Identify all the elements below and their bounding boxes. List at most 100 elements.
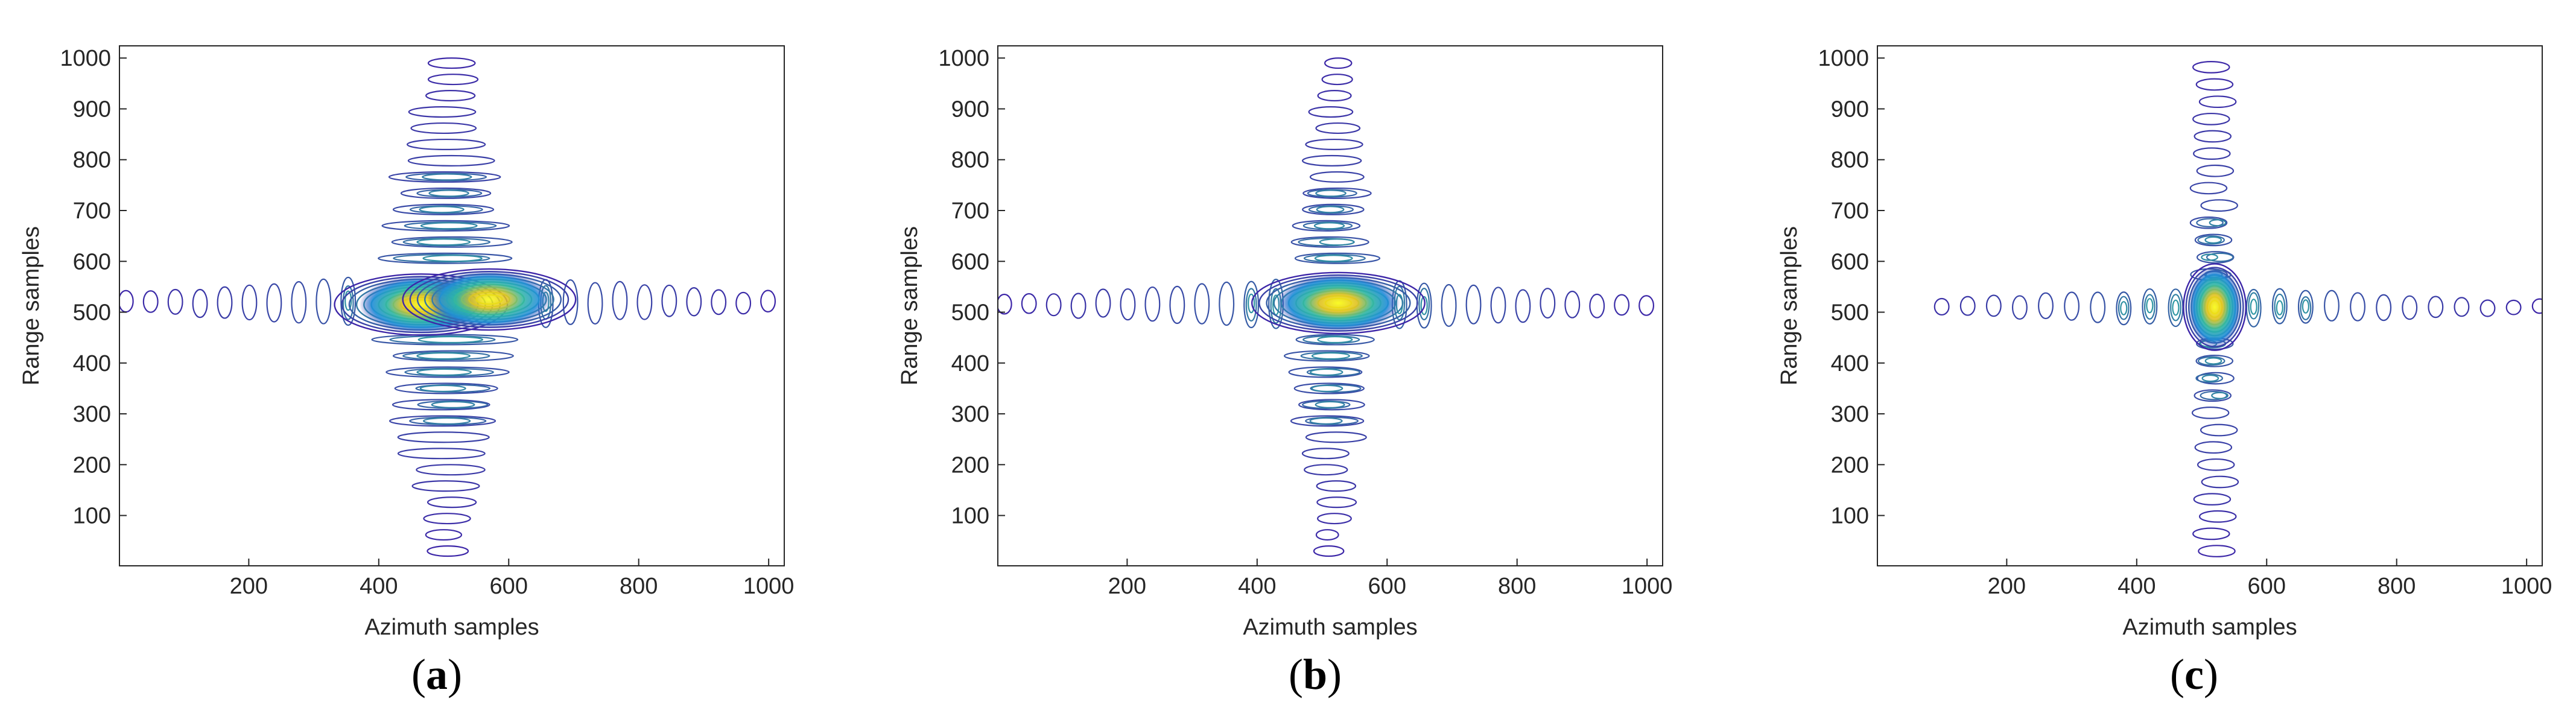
panel-a-label: (a) xyxy=(411,650,462,699)
contour-line-azimuth xyxy=(142,290,159,313)
contour-line-azimuth xyxy=(1021,293,1037,314)
contour-line-range xyxy=(1313,545,1345,557)
peak-core xyxy=(1277,274,1400,332)
x-tick-label: 1000 xyxy=(1622,574,1673,599)
contour-line-azimuth xyxy=(1420,296,1428,315)
y-tick-label: 400 xyxy=(73,351,111,376)
contour-line-azimuth xyxy=(1243,280,1260,329)
contour-line-azimuth xyxy=(612,280,628,320)
contour-line-azimuth xyxy=(1934,297,1950,316)
contour-line-range xyxy=(423,417,471,425)
contour-line-azimuth xyxy=(636,284,653,320)
contour-line-range xyxy=(1315,529,1339,541)
contour-line-range xyxy=(1309,417,1343,425)
contour-line-range xyxy=(1306,367,1360,377)
contour-line-range xyxy=(385,366,510,378)
contour-line-range xyxy=(1321,74,1353,86)
contour-line-range xyxy=(1301,154,1362,166)
contour-line-azimuth xyxy=(2116,291,2132,326)
contour-line-azimuth xyxy=(2172,299,2180,316)
contour-line-range xyxy=(425,90,476,102)
contour-line-azimuth xyxy=(2350,292,2366,322)
contour-line-range xyxy=(1311,384,1344,393)
contour-line-range xyxy=(1317,335,1353,344)
contour-line-azimuth xyxy=(1144,286,1161,322)
y-tick-label: 600 xyxy=(73,249,111,274)
contour-line-azimuth xyxy=(2248,292,2260,320)
contour-line-azimuth xyxy=(2120,301,2128,315)
contour-line-range xyxy=(1305,431,1367,443)
contour-line-range xyxy=(1304,464,1348,476)
contour-line-range xyxy=(1319,238,1355,246)
y-tick-label: 700 xyxy=(1831,198,1869,224)
contour-line-azimuth xyxy=(686,287,702,317)
y-tick-label: 200 xyxy=(1831,452,1869,478)
y-tick-label: 200 xyxy=(951,452,989,478)
panel-c-label-letter: c xyxy=(2184,650,2204,699)
contour-line-azimuth xyxy=(1515,289,1531,323)
contour-line-range xyxy=(392,203,495,215)
contour-line-azimuth xyxy=(1245,288,1257,322)
x-tick-label: 400 xyxy=(2118,574,2156,599)
panel-c-plot-area xyxy=(1934,61,2542,557)
contour-line-range xyxy=(1316,206,1345,214)
contour-line-range xyxy=(389,415,496,427)
contour-line-azimuth xyxy=(1589,293,1605,318)
contour-line-range xyxy=(378,252,513,264)
contour-line-range xyxy=(2201,374,2219,382)
y-tick-label: 300 xyxy=(1831,402,1869,427)
contour-line-azimuth xyxy=(2402,295,2418,320)
contour-line-range xyxy=(427,74,479,86)
panel-a-plot-area xyxy=(119,57,776,557)
contour-line-range xyxy=(419,384,466,393)
contour-line-range xyxy=(1314,255,1353,262)
contour-line-range xyxy=(2204,236,2222,244)
contour-line-range xyxy=(416,368,472,376)
contour-line-range xyxy=(2200,390,2228,401)
peak-core xyxy=(2188,266,2242,349)
panel-b-plot-area xyxy=(998,57,1655,557)
contour-line-azimuth xyxy=(2146,298,2154,314)
contour-line-azimuth xyxy=(2531,298,2542,314)
contour-line-range xyxy=(1317,513,1352,525)
contour-line-azimuth xyxy=(344,290,352,311)
y-tick-label: 800 xyxy=(73,148,111,173)
y-tick-label: 600 xyxy=(1831,249,1869,274)
y-tick-label: 700 xyxy=(951,198,989,224)
contour-line-range xyxy=(2198,95,2237,109)
contour-line-peak xyxy=(1251,271,1426,335)
y-tick-label: 800 xyxy=(1831,148,1869,173)
contour-line-range xyxy=(1311,352,1350,360)
contour-line-azimuth xyxy=(1465,284,1482,325)
contour-line-range xyxy=(2197,356,2225,366)
contour-line-azimuth xyxy=(998,293,1012,315)
contour-line-range xyxy=(419,206,465,214)
contour-line-azimuth xyxy=(342,285,354,320)
contour-line-azimuth xyxy=(1959,296,1976,316)
contour-line-range xyxy=(392,350,514,362)
contour-line-azimuth xyxy=(2170,294,2181,322)
contour-line-azimuth xyxy=(735,291,752,315)
contour-line-range xyxy=(2196,218,2224,228)
contour-line-range xyxy=(2197,235,2225,245)
contour-line-range xyxy=(427,496,477,509)
contour-line-range xyxy=(2194,441,2233,454)
contour-line-range xyxy=(2194,233,2233,247)
contour-line-range xyxy=(400,187,492,199)
contour-line-range xyxy=(1316,496,1357,509)
panel-a-axes-box xyxy=(119,45,785,566)
contour-line-range xyxy=(397,448,486,460)
contour-line-range xyxy=(2196,164,2235,177)
contour-line-range xyxy=(1309,171,1365,183)
x-tick-label: 600 xyxy=(1368,574,1406,599)
panel-c: Azimuth samples Range samples 200 400 600 8… xyxy=(1777,45,2552,699)
y-tick-label: 500 xyxy=(73,300,111,326)
contour-line-range xyxy=(1310,368,1344,376)
contour-line-range xyxy=(1290,236,1369,248)
contour-line-range xyxy=(2192,527,2230,540)
contour-line-range xyxy=(2201,475,2239,489)
contour-line-range xyxy=(2200,199,2238,212)
contour-line-azimuth xyxy=(1095,288,1111,318)
contour-line-range xyxy=(1293,382,1365,395)
contour-line-range xyxy=(1288,366,1363,378)
